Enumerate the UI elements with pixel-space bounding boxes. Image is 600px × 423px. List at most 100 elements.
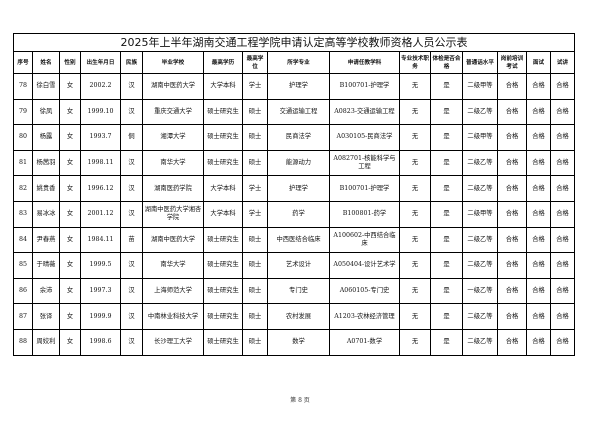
table-cell: 硕士研究生: [203, 252, 243, 279]
table-cell: 硕士研究生: [203, 277, 243, 305]
table-cell: 女: [59, 277, 81, 305]
table-cell: 合格: [550, 252, 575, 279]
table-cell: 合格: [550, 303, 575, 330]
table-row: 87 张译女 1999.9 汉中南林业科技大学 硕士研究生 硕士 农村发展 A1203-农林经…: [13, 303, 575, 330]
table-cell: 无: [399, 124, 431, 151]
table-cell: 无: [399, 98, 431, 126]
column-header: 民族: [120, 51, 143, 74]
table-cell: 无: [399, 175, 431, 202]
table-cell: 专门史: [267, 277, 330, 305]
table-row: 86 余沛女 1997.3 汉上海师范大学 硕士研究生 硕士 专门史 A060105-专门史无…: [13, 277, 575, 305]
table-cell: 二级乙等: [462, 149, 498, 177]
table-cell: 85: [13, 252, 33, 279]
table-cell: 合格: [526, 226, 551, 254]
table-cell: 二级甲等: [462, 124, 498, 151]
table-cell: 87: [13, 303, 33, 330]
column-header: 所学专业: [267, 51, 330, 74]
table-cell: 硕士: [242, 277, 268, 305]
table-cell: 合格: [526, 328, 551, 356]
table-cell: 汉: [120, 277, 143, 305]
table-cell: 数学: [267, 328, 330, 356]
table-cell: 1998.6: [80, 328, 121, 356]
table-cell: 合格: [526, 277, 551, 305]
table-cell: 2002.2: [80, 73, 121, 100]
table-cell: 80: [13, 124, 33, 151]
table-cell: 大学本科: [203, 73, 243, 100]
table-cell: 二级乙等: [462, 328, 498, 356]
table-cell: 女: [59, 73, 81, 100]
table-cell: 合格: [497, 328, 527, 356]
table-cell: 中南林业科技大学: [142, 303, 204, 330]
table-cell: 无: [399, 303, 431, 330]
table-cell: 女: [59, 303, 81, 330]
table-cell: 长沙理工大学: [142, 328, 204, 356]
table-row: 81 杨茜羽女 1998.11 汉南华大学 硕士研究生 硕士 能源动力 A082701-核能科…: [13, 149, 575, 177]
table-cell: 无: [399, 200, 431, 228]
table-cell: 合格: [526, 252, 551, 279]
table-cell: 合格: [550, 124, 575, 151]
table-cell: A060105-专门史: [329, 277, 400, 305]
table-cell: 1998.11: [80, 149, 121, 177]
table-cell: 硕士: [242, 149, 268, 177]
table-cell: 无: [399, 149, 431, 177]
table-cell: 硕士研究生: [203, 98, 243, 126]
table-cell: 学士: [242, 73, 268, 100]
table-cell: 是: [430, 73, 463, 100]
table-cell: 82: [13, 175, 33, 202]
table-cell: 护理学: [267, 175, 330, 202]
table-cell: 硕士: [242, 226, 268, 254]
table-cell: 1999.9: [80, 303, 121, 330]
table-cell: 汉: [120, 98, 143, 126]
table-cell: 二级乙等: [462, 226, 498, 254]
column-header: 岗前培训考试: [497, 51, 527, 74]
table-cell: 硕士研究生: [203, 226, 243, 254]
table-cell: 84: [13, 226, 33, 254]
table-cell: 是: [430, 98, 463, 126]
header-row: 序号 姓名 性别 出生年月日 民族 毕业学校 最高学历 最高学位 所学专业 申请任教学科 专业技术职…: [13, 51, 575, 74]
table-cell: 汉: [120, 73, 143, 100]
teacher-qualification-table: 2025年上半年湖南交通工程学院申请认定高等学校教师资格人员公示表 序号 姓名 性别…: [13, 33, 575, 356]
table-cell: 硕士: [242, 252, 268, 279]
table-cell: 硕士研究生: [203, 124, 243, 151]
table-cell: 合格: [497, 98, 527, 126]
table-cell: A0823-交通运输工程: [329, 98, 400, 126]
table-cell: 湘潭大学: [142, 124, 204, 151]
column-header: 最高学位: [242, 51, 268, 74]
table-cell: 合格: [550, 277, 575, 305]
table-cell: 是: [430, 149, 463, 177]
table-cell: 1984.11: [80, 226, 121, 254]
table-row: 88 周姣利女 1998.6 汉长沙理工大学 硕士研究生 硕士 数学 A0701-数学无是二级…: [13, 328, 575, 356]
column-header: 申请任教学科: [329, 51, 400, 74]
table-cell: 1999.10: [80, 98, 121, 126]
table-cell: 苗: [120, 226, 143, 254]
table-cell: 硕士研究生: [203, 328, 243, 356]
table-cell: 中西医结合临床: [267, 226, 330, 254]
table-cell: 汉: [120, 175, 143, 202]
table-cell: 无: [399, 277, 431, 305]
table-cell: A100602-中西结合临床: [329, 226, 400, 254]
table-cell: A0701-数学: [329, 328, 400, 356]
table-cell: 杨露: [32, 124, 60, 151]
table-cell: 是: [430, 252, 463, 279]
table-title: 2025年上半年湖南交通工程学院申请认定高等学校教师资格人员公示表: [13, 33, 575, 52]
table-cell: 83: [13, 200, 33, 228]
column-header: 性别: [59, 51, 81, 74]
table-cell: 合格: [497, 200, 527, 228]
table-cell: 合格: [550, 73, 575, 100]
table-cell: 2001.12: [80, 200, 121, 228]
table-cell: A030105-民商法学: [329, 124, 400, 151]
table-cell: 二级乙等: [462, 175, 498, 202]
table-cell: 合格: [550, 149, 575, 177]
table-cell: 合格: [526, 149, 551, 177]
table-cell: 硕士: [242, 124, 268, 151]
table-cell: 湖南中医药大学: [142, 226, 204, 254]
table-cell: 尹春燕: [32, 226, 60, 254]
column-header: 专业技术职务: [399, 51, 431, 74]
table-cell: 汉: [120, 200, 143, 228]
table-cell: 1993.7: [80, 124, 121, 151]
table-cell: 汉: [120, 303, 143, 330]
table-cell: 合格: [526, 200, 551, 228]
table-cell: A050404-设计艺术学: [329, 252, 400, 279]
table-cell: 合格: [497, 124, 527, 151]
table-cell: 侗: [120, 124, 143, 151]
